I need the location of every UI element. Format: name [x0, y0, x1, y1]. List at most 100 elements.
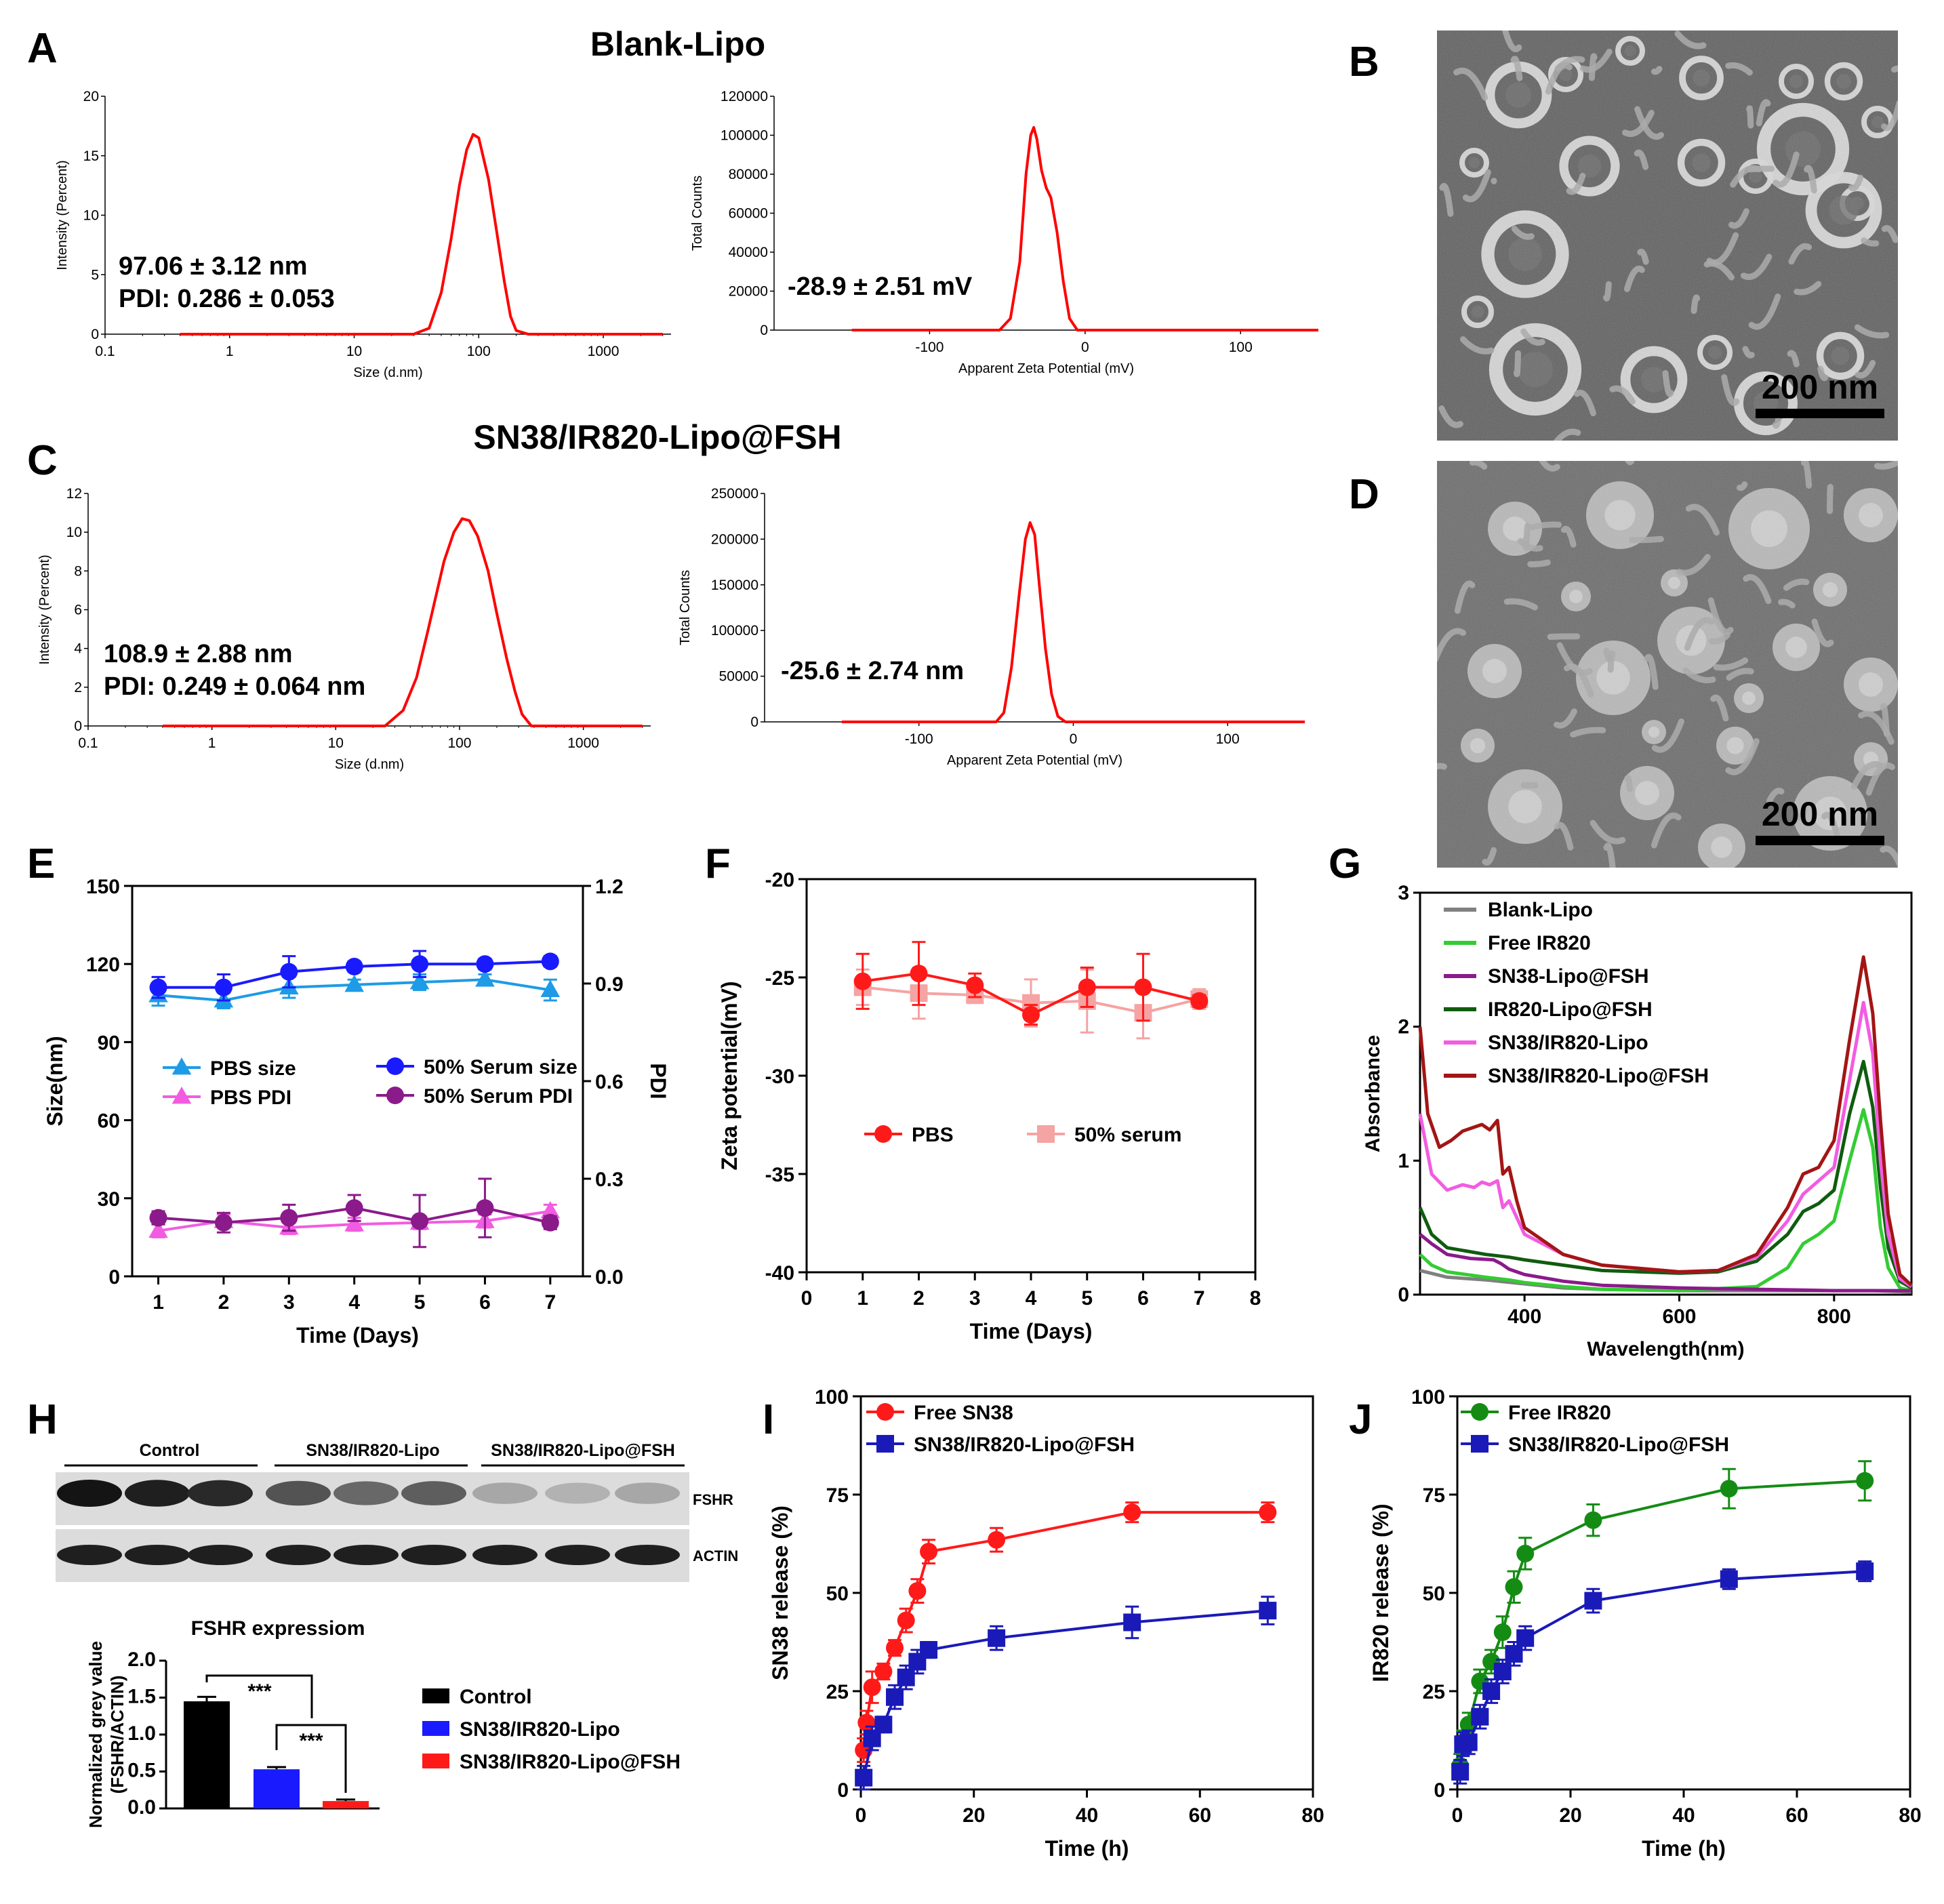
legend-label: SN38-Lipo@FSH — [1488, 965, 1649, 988]
panel-label-g: G — [1329, 840, 1361, 887]
annotation: 97.06 ± 3.12 nm — [119, 252, 308, 281]
x-tick-label: 1 — [153, 1291, 164, 1314]
plot-frame — [1419, 891, 1913, 1296]
panel-label-a: A — [27, 25, 58, 72]
x-tick-label: 800 — [1817, 1305, 1851, 1328]
panel-label-i: I — [763, 1396, 774, 1443]
x-tick-label: 1000 — [588, 344, 620, 359]
chart-a-size: 0 5 10 15 20 0.1 1 10 100 1000 Size (d.nm) Intensit… — [55, 89, 671, 380]
scale-bar-b — [1756, 409, 1884, 418]
y-axis-label: Intensity (Percent) — [37, 554, 52, 664]
x-tick-label: 0 — [1081, 340, 1089, 355]
y-tick-label: 50 — [826, 1583, 849, 1605]
data-point — [1259, 1503, 1277, 1522]
x-tick-label: 0 — [801, 1287, 813, 1310]
x-tick-label: 3 — [283, 1291, 295, 1314]
y-tick-label: 40000 — [729, 245, 768, 260]
data-point — [411, 1212, 429, 1230]
tem-image-sn38-ir820-lipo-fsh: 200 nm — [1437, 461, 1898, 868]
fshr-band — [266, 1480, 331, 1506]
data-point — [1459, 1733, 1478, 1751]
fshr-band — [615, 1482, 680, 1504]
y-tick-label: -35 — [765, 1164, 794, 1186]
x-tick-label: -100 — [915, 340, 944, 355]
legend-label: PBS size — [210, 1057, 296, 1080]
y-tick-label: 75 — [1423, 1484, 1445, 1507]
data-point — [280, 963, 298, 981]
data-point — [853, 972, 872, 990]
chart-f-zeta-stability: -40 -35 -30 -25 -20 0 1 2 3 4 5 6 7 8 Time (Days) Zeta … — [717, 869, 1261, 1343]
legend-marker — [876, 1435, 894, 1453]
chart-c-zeta: 0 50000 100000 150000 200000 250000 -100 0 100 Ap… — [678, 486, 1305, 768]
series-sn38-ir820-lipo-fsh — [855, 1596, 1277, 1791]
data-point — [541, 1213, 559, 1232]
y-tick-label: 25 — [1423, 1681, 1445, 1703]
x-tick-label: 100 — [1229, 340, 1253, 355]
legend-swatch — [422, 1721, 449, 1736]
y2-tick-label: 0.0 — [595, 1266, 624, 1289]
annotation: PDI: 0.286 ± 0.053 — [119, 285, 335, 313]
data-point — [855, 1768, 873, 1787]
fshr-band — [472, 1482, 538, 1504]
bar-2 — [254, 1769, 300, 1808]
actin-band — [545, 1545, 610, 1565]
data-point — [1482, 1682, 1501, 1700]
x-tick-label: 600 — [1662, 1305, 1696, 1328]
series-line — [841, 521, 1305, 723]
wb-group-control: Control — [140, 1441, 200, 1460]
actin-band — [57, 1545, 122, 1565]
data-point — [345, 1199, 363, 1217]
x-tick-label: 0.1 — [95, 344, 115, 359]
series-pbs — [853, 941, 1209, 1026]
panel-label-f: F — [705, 840, 731, 887]
y-tick-label: 15 — [83, 148, 99, 164]
wb-group-sn38-ir820-lipo-fsh: SN38/IR820-Lipo@FSH — [491, 1441, 675, 1460]
chart-e-stability: 0 30 60 90 120 150 0.0 0.3 0.6 0.9 1.2 PDI 1 2 3 4 5 6 7 Ti… — [43, 876, 670, 1348]
data-point — [920, 1641, 938, 1659]
scale-bar-d — [1756, 836, 1884, 845]
x-tick-label: 3 — [969, 1287, 981, 1310]
panel-label-e: E — [27, 840, 55, 887]
legend-label: 50% Serum size — [424, 1056, 578, 1078]
data-point — [1259, 1602, 1277, 1620]
bar-3 — [323, 1801, 369, 1808]
y-tick-label: 0.5 — [127, 1760, 156, 1782]
x-tick-label: 60 — [1785, 1804, 1808, 1827]
legend-label: SN38/IR820-Lipo@FSH — [914, 1434, 1135, 1456]
fshr-band — [125, 1480, 190, 1507]
y-axis-label: Total Counts — [690, 176, 705, 251]
data-point — [540, 979, 561, 997]
data-point — [1134, 978, 1152, 996]
x-tick-label: 10 — [346, 344, 362, 359]
data-point — [1471, 1707, 1489, 1726]
significance-bracket — [275, 1724, 347, 1793]
actin-band — [472, 1545, 538, 1565]
x-tick-label: 20 — [963, 1804, 985, 1827]
y-tick-label: 90 — [98, 1032, 120, 1054]
y-tick-label: 80000 — [729, 167, 768, 182]
data-point — [966, 976, 984, 994]
y-tick-label: -40 — [765, 1262, 794, 1284]
data-point — [1190, 992, 1209, 1010]
y-tick-label: 3 — [1398, 882, 1409, 904]
data-point — [910, 965, 928, 983]
y-tick-label: 2 — [1398, 1016, 1409, 1038]
x-tick-label: 2 — [913, 1287, 925, 1310]
annotation: -25.6 ± 2.74 nm — [781, 657, 964, 685]
y-tick-label: 0 — [1398, 1284, 1409, 1306]
data-point — [1022, 1006, 1040, 1024]
y-tick-label: 6 — [74, 603, 82, 618]
y-tick-label: 1.0 — [127, 1722, 156, 1745]
data-point — [897, 1611, 915, 1629]
data-point — [897, 1668, 915, 1686]
x-tick-label: 5 — [1081, 1287, 1093, 1310]
data-point — [214, 978, 232, 996]
y-tick-label: 20 — [83, 89, 99, 104]
y-tick-label: 0 — [750, 714, 758, 730]
panel-label-c: C — [27, 437, 58, 484]
x-tick-label: 1 — [208, 735, 216, 751]
series-line — [180, 133, 663, 336]
actin-band — [125, 1545, 190, 1565]
y-tick-label: -20 — [765, 869, 794, 891]
